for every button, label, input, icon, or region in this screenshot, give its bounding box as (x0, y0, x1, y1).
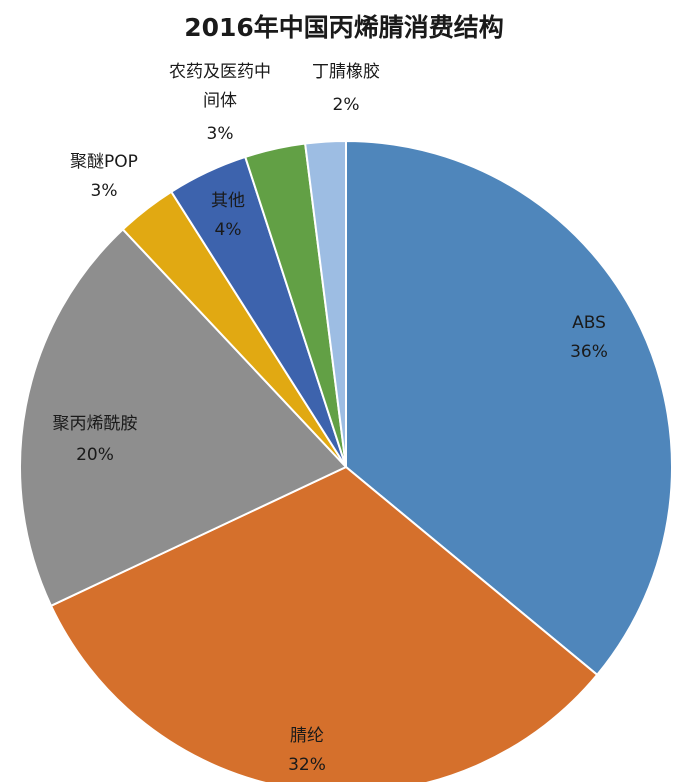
label-nitrile-rubber-name: 丁腈橡胶 (312, 62, 380, 82)
pie-slices (19, 139, 673, 782)
label-polyacrylamide-value: 20% (76, 445, 114, 465)
label-pesticide-name-line1: 农药及医药中 (169, 62, 271, 82)
label-pesticide-value: 3% (207, 124, 234, 144)
slice-nitrile-rubber (304, 139, 347, 468)
data-labels: ABS 36% 腈纶 32% 聚丙烯酰胺 20% 聚醚POP 3% 其他 4% … (53, 62, 608, 775)
label-acrylic-fiber-name: 腈纶 (290, 726, 324, 746)
chart-title: 2016年中国丙烯腈消费结构 (184, 13, 504, 42)
label-polyether-pop-name: 聚醚POP (70, 152, 138, 172)
slice-abs (345, 139, 673, 677)
label-abs-value: 36% (570, 342, 608, 362)
label-acrylic-fiber-value: 32% (288, 755, 326, 775)
label-polyether-pop-value: 3% (91, 181, 118, 201)
slice-acrylic-fiber (49, 465, 599, 782)
label-nitrile-rubber-value: 2% (333, 95, 360, 115)
label-pesticide-name-line2: 间体 (203, 91, 237, 111)
label-other-value: 4% (215, 220, 242, 240)
slice-polyacrylamide (19, 227, 348, 608)
label-other-name: 其他 (211, 191, 245, 211)
label-polyacrylamide-name: 聚丙烯酰胺 (53, 414, 138, 434)
label-abs-name: ABS (572, 313, 606, 333)
